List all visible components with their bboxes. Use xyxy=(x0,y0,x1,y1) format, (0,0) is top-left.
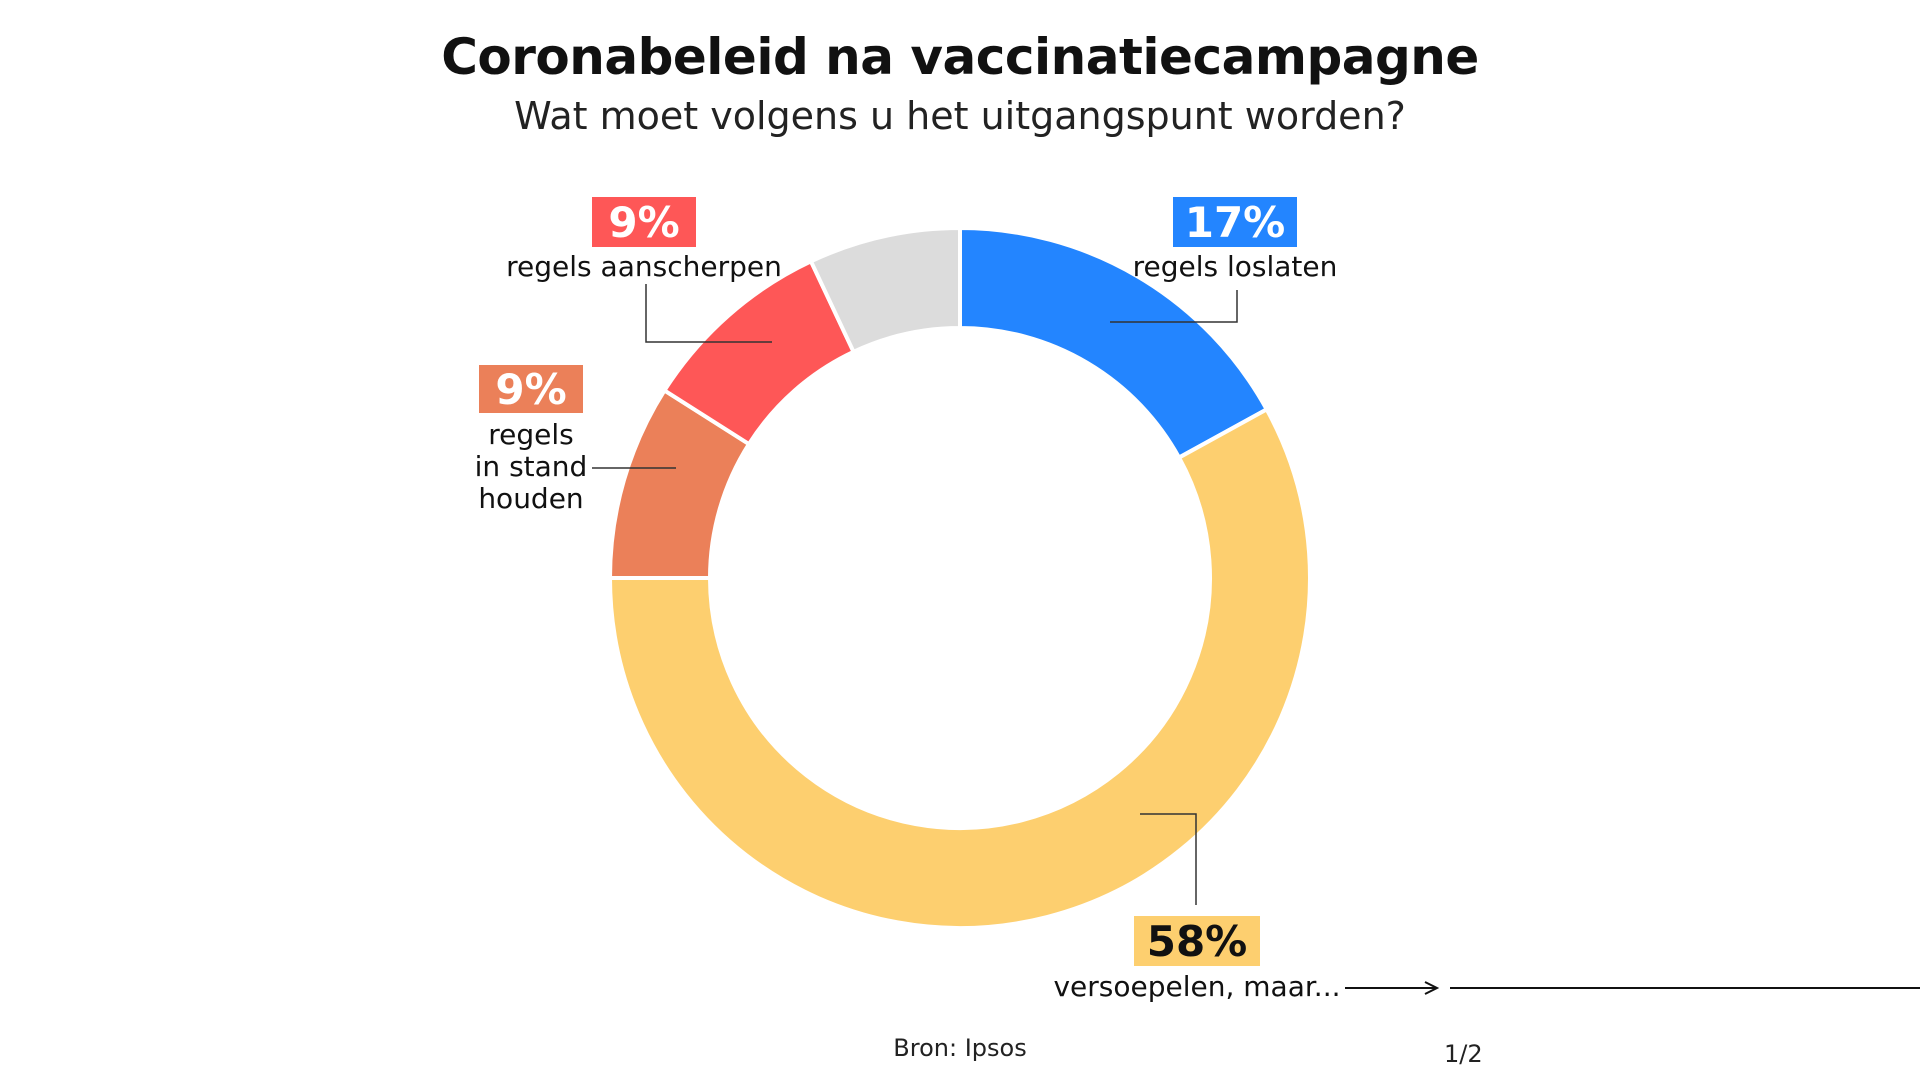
percent-label: 9% xyxy=(608,198,679,247)
arrow-head-icon xyxy=(1424,981,1440,995)
percent-badge xyxy=(1134,916,1260,966)
slice-label-3: 9%regels aanscherpen xyxy=(506,197,782,343)
percent-label: 17% xyxy=(1185,198,1286,247)
leader-line xyxy=(1110,290,1238,323)
percent-badge xyxy=(1173,197,1297,247)
category-label: houden xyxy=(478,482,583,515)
page-indicator: 1/2 xyxy=(1444,1040,1483,1068)
leader-line xyxy=(1140,813,1197,905)
category-label: regels aanscherpen xyxy=(506,250,782,283)
slice-label-1: 58% versoepelen, maar... xyxy=(1053,813,1920,1003)
percent-label: 9% xyxy=(495,365,566,414)
category-label: in stand xyxy=(475,450,588,483)
category-label: regels xyxy=(488,418,574,451)
chart-subtitle: Wat moet volgens u het uitgangspunt word… xyxy=(514,94,1406,138)
percent-badge xyxy=(479,365,583,413)
percent-badge xyxy=(592,197,696,247)
slice-label-0: 17%regels loslaten xyxy=(1110,197,1338,323)
category-label: versoepelen, maar... xyxy=(1053,970,1340,1003)
source-note: Bron: Ipsos xyxy=(893,1034,1027,1062)
donut-slice-1 xyxy=(607,406,1312,930)
donut-slice-4 xyxy=(808,225,962,355)
chart-title: Coronabeleid na vaccinatiecampagne xyxy=(441,28,1479,86)
leader-line xyxy=(645,284,772,343)
percent-label: 58% xyxy=(1147,917,1248,966)
category-label: regels loslaten xyxy=(1133,250,1338,283)
